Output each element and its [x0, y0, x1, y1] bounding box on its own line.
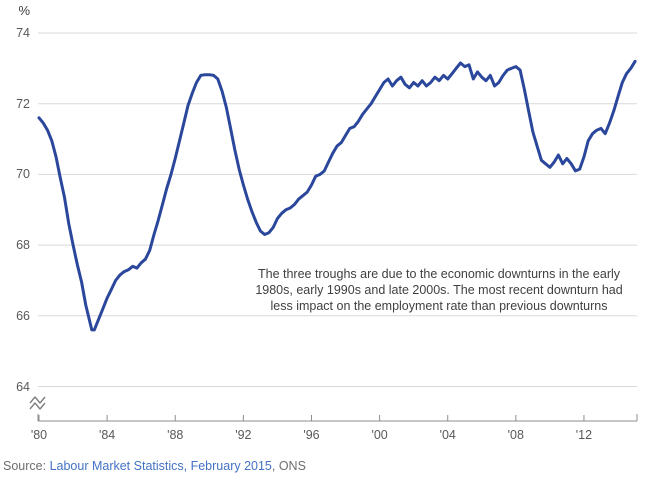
x-tick-label: '00 [371, 428, 388, 442]
chart-plot-area [29, 32, 638, 422]
x-tick-label: '08 [507, 428, 524, 442]
y-tick-label: 66 [16, 308, 30, 323]
y-tick-label: 74 [16, 26, 30, 40]
y-tick-label: 72 [16, 96, 30, 111]
y-tick-label: 68 [16, 238, 30, 253]
source-line: Source: Labour Market Statistics, Februa… [3, 459, 306, 473]
x-tick-label: '04 [439, 428, 456, 442]
source-link[interactable]: Labour Market Statistics, February 2015 [49, 459, 272, 473]
x-axis [37, 414, 638, 422]
annotation-line: less impact on the employment rate than … [270, 299, 608, 313]
employment-rate-line [37, 59, 637, 332]
x-tick-label: '84 [98, 428, 116, 442]
x-tick-label: '12 [575, 428, 593, 442]
source-prefix: Source: [3, 459, 50, 473]
chart-annotation: The three troughs are due to the economi… [243, 266, 635, 314]
gridlines [38, 32, 637, 387]
x-tick-label: '88 [167, 428, 184, 442]
y-tick-label: 70 [16, 167, 30, 182]
x-tick-label: '92 [235, 428, 252, 442]
x-tick-label: '80 [30, 428, 48, 442]
axis-break-icon [29, 396, 46, 410]
y-tick-label: 64 [16, 379, 30, 394]
source-suffix: , ONS [271, 459, 306, 473]
x-tick-label: '96 [303, 428, 320, 442]
annotation-line: The three troughs are due to the economi… [257, 267, 621, 281]
y-axis-unit-label: % [18, 3, 30, 18]
annotation-line: 1980s, early 1990s and late 2000s. The m… [255, 283, 623, 297]
